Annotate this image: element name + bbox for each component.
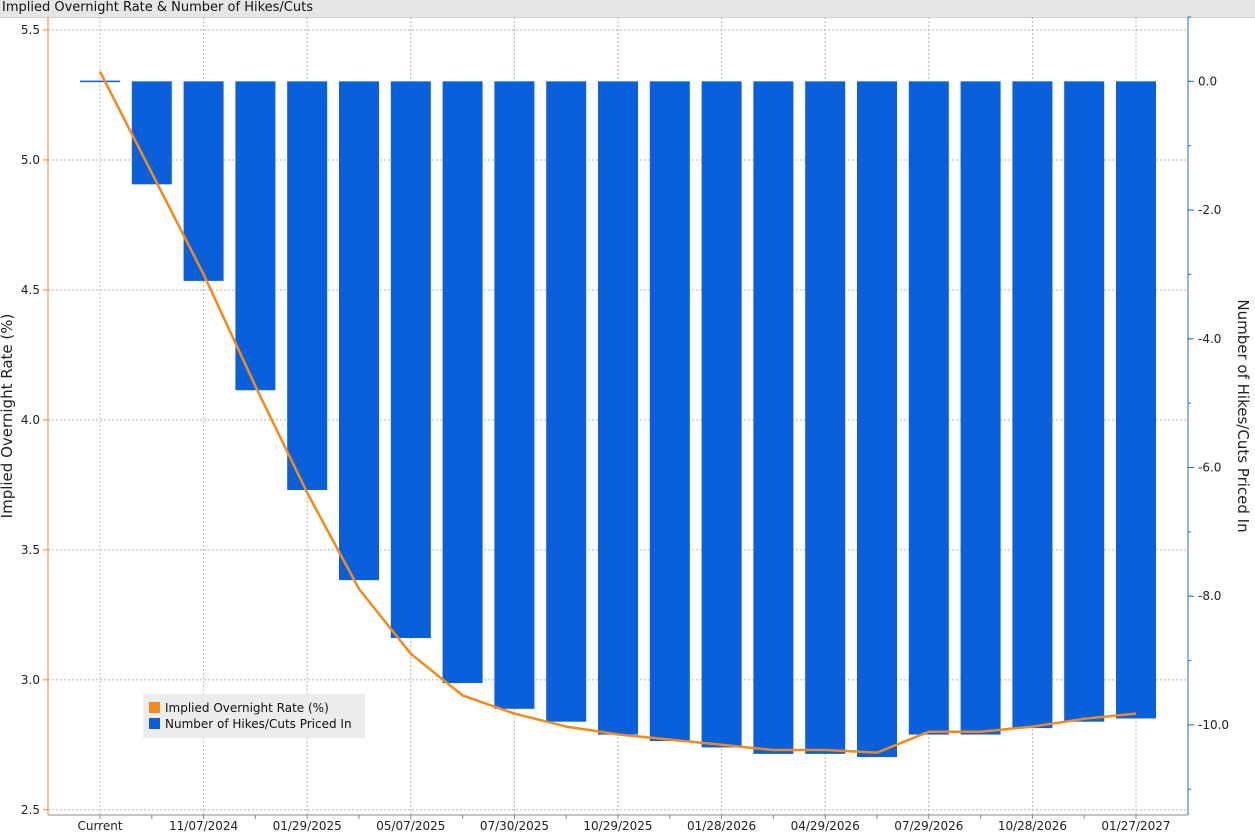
left-tick-label: 5.0 — [21, 153, 40, 167]
bar — [857, 81, 897, 758]
bar — [494, 81, 535, 709]
bar — [183, 81, 224, 281]
y-axis-left-label: Implied Overnight Rate (%) — [0, 314, 16, 519]
x-tick-label: 01/29/2025 — [273, 819, 342, 833]
bar — [805, 81, 846, 754]
x-tick-label: 01/28/2026 — [687, 819, 756, 833]
bar — [546, 81, 587, 722]
x-tick-label: 11/07/2024 — [169, 819, 238, 833]
bar — [442, 81, 483, 684]
right-tick-label: -2.0 — [1198, 203, 1221, 217]
bar — [649, 81, 690, 741]
right-tick-label: -4.0 — [1198, 332, 1221, 346]
bar — [390, 81, 431, 639]
bar — [1064, 81, 1105, 722]
line-layer — [98, 71, 1137, 754]
x-tick-label: 01/27/2027 — [1101, 819, 1170, 833]
chart-title-bar: Implied Overnight Rate & Number of Hikes… — [0, 0, 1255, 18]
left-tick-label: 5.5 — [21, 23, 40, 37]
rate-line — [98, 71, 1137, 754]
bar — [598, 81, 638, 735]
legend-label: Implied Overnight Rate (%) — [165, 701, 329, 715]
bar — [1116, 81, 1156, 719]
bar — [753, 81, 794, 754]
right-tick-label: -8.0 — [1198, 589, 1221, 603]
bar — [1012, 81, 1053, 729]
legend-box — [143, 694, 365, 738]
x-tick-label: 04/29/2026 — [791, 819, 860, 833]
left-tick-label: 3.5 — [21, 543, 40, 557]
bar — [701, 81, 742, 748]
bar — [339, 81, 379, 581]
bar — [908, 81, 949, 735]
left-tick-label: 4.0 — [21, 413, 40, 427]
legend: Implied Overnight Rate (%) Number of Hike… — [143, 694, 365, 738]
chart-title: Implied Overnight Rate & Number of Hikes… — [2, 0, 313, 15]
x-tick-label: 10/29/2025 — [583, 819, 652, 833]
bar — [235, 81, 276, 391]
y-axis-right-label: Number of Hikes/Cuts Priced In — [1234, 299, 1252, 532]
bar — [960, 81, 1001, 735]
bar — [287, 81, 328, 491]
x-tick-label: Current — [77, 819, 122, 833]
legend-swatch-rate — [149, 702, 160, 713]
x-tick-label: 05/07/2025 — [376, 819, 445, 833]
legend-swatch-hikes — [149, 718, 160, 729]
bar — [131, 81, 172, 185]
bars-layer — [80, 80, 1156, 758]
x-tick-label: 07/30/2025 — [480, 819, 549, 833]
legend-label: Number of Hikes/Cuts Priced In — [165, 717, 352, 731]
x-tick-label: 10/28/2026 — [998, 819, 1067, 833]
right-tick-label: -6.0 — [1198, 460, 1221, 474]
x-tick-label: 07/29/2026 — [894, 819, 963, 833]
left-tick-label: 4.5 — [21, 283, 40, 297]
right-tick-label: -10.0 — [1198, 718, 1229, 732]
right-tick-label: 0.0 — [1198, 74, 1217, 88]
axes-layer: 2.5 3.0 3.5 4.0 4.5 5.0 5.5 0.0 -2.0 -4.0 -6.0 -8.0… — [0, 16, 1252, 833]
left-tick-label: 2.5 — [21, 803, 40, 817]
left-tick-label: 3.0 — [21, 673, 40, 687]
